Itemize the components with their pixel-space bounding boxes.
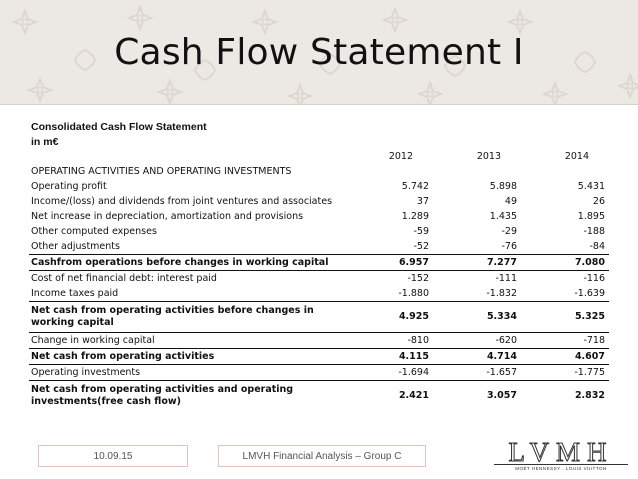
row-value	[351, 164, 433, 179]
row-label: Other adjustments	[31, 240, 120, 252]
row-value: 4.607	[521, 348, 609, 365]
table-row: Income taxes paid -1.880 -1.832 -1.639	[29, 286, 609, 302]
row-value: 1.895	[577, 210, 605, 222]
row-value: -84	[589, 240, 605, 252]
row-label: Income taxes paid	[31, 287, 119, 299]
row-value: -1.832	[486, 287, 517, 299]
total-row: Net cash from operating activities and o…	[29, 380, 609, 411]
footer-date: 10.09.15	[38, 445, 188, 467]
year-header: 2013	[476, 150, 501, 162]
row-value: 26	[592, 195, 605, 207]
table-row: OPERATING ACTIVITIES AND OPERATING INVES…	[29, 164, 609, 179]
cash-flow-table: 2012 2013 2014 OPERATING ACTIVITIES AND …	[29, 149, 609, 411]
row-value: -1.639	[574, 287, 605, 299]
row-value: -188	[583, 225, 605, 237]
row-value: -620	[495, 334, 517, 346]
header-band: Cash Flow Statement I	[0, 0, 638, 104]
statement-caption: Consolidated Cash Flow Statement	[31, 121, 207, 133]
row-value: -1.657	[433, 364, 521, 381]
year-header-row: 2012 2013 2014	[29, 149, 609, 164]
row-value: -59	[413, 225, 429, 237]
row-label: Net cash from operating activities	[29, 348, 351, 365]
table-row: Operating profit 5.742 5.898 5.431	[29, 179, 609, 194]
subtotal-row: Net cash from operating activities befor…	[29, 301, 609, 333]
row-value: 37	[416, 195, 429, 207]
row-value: 7.277	[433, 254, 521, 271]
subtotal-row: Cashfrom operations before changes in wo…	[29, 254, 609, 271]
row-value: 5.325	[521, 301, 609, 333]
row-label: Income/(loss) and dividends from joint v…	[31, 195, 333, 207]
row-label: Change in working capital	[31, 334, 155, 346]
subtotal-row: Net cash from operating activities 4.115…	[29, 348, 609, 365]
row-value: -1.775	[521, 364, 609, 381]
row-value: 49	[504, 195, 517, 207]
row-value: 5.898	[489, 180, 517, 192]
table-row: Other adjustments -52 -76 -84	[29, 239, 609, 255]
row-value: -1.880	[398, 287, 429, 299]
row-label: Cost of net financial debt: interest pai…	[29, 270, 351, 286]
page-title: Cash Flow Statement I	[114, 32, 524, 73]
row-label: OPERATING ACTIVITIES AND OPERATING INVES…	[31, 165, 292, 177]
row-label: Net increase in depreciation, amortizati…	[31, 210, 304, 222]
row-value: -718	[583, 334, 605, 346]
row-value: 4.714	[433, 348, 521, 365]
header-spacer	[29, 149, 351, 164]
table-row: Net increase in depreciation, amortizati…	[29, 209, 609, 224]
row-value: 5.742	[401, 180, 429, 192]
row-value: -111	[433, 270, 521, 286]
row-value: -76	[501, 240, 517, 252]
row-label: Other computed expenses	[31, 225, 157, 237]
table-row: Other computed expenses -59 -29 -188	[29, 224, 609, 239]
row-value: -29	[501, 225, 517, 237]
row-label: Net cash from operating activities befor…	[29, 301, 351, 333]
row-value: 2.832	[521, 380, 609, 411]
table-row: Change in working capital -810 -620 -718	[29, 333, 609, 349]
row-value: 5.431	[577, 180, 605, 192]
lvmh-logo-text: LVMH	[508, 437, 614, 468]
row-value: -1.694	[351, 364, 433, 381]
row-value: 6.957	[351, 254, 433, 271]
row-value: -52	[413, 240, 429, 252]
row-label: Net cash from operating activities and o…	[29, 380, 351, 411]
row-label: Operating profit	[31, 180, 107, 192]
title-divider	[0, 104, 638, 105]
year-header: 2014	[564, 150, 589, 162]
row-value: 4.115	[351, 348, 433, 365]
year-header: 2012	[388, 150, 413, 162]
row-value: 3.057	[433, 380, 521, 411]
row-value	[521, 164, 609, 179]
table-row: Operating investments -1.694 -1.657 -1.7…	[29, 364, 609, 381]
row-value: -810	[407, 334, 429, 346]
lvmh-logo-subtext: MOËT HENNESSY . LOUIS VUITTON	[494, 464, 628, 471]
lvmh-logo: LVMH MOËT HENNESSY . LOUIS VUITTON	[494, 437, 628, 471]
footer-subtitle: LMVH Financial Analysis – Group C	[218, 445, 426, 467]
row-value: 4.925	[351, 301, 433, 333]
row-value: 1.435	[489, 210, 517, 222]
row-label: Operating investments	[29, 364, 351, 381]
row-value: 2.421	[351, 380, 433, 411]
row-label: Cashfrom operations before changes in wo…	[29, 254, 351, 271]
row-value	[433, 164, 521, 179]
row-value: -116	[521, 270, 609, 286]
unit-caption: in m€	[31, 136, 59, 148]
table-row: Income/(loss) and dividends from joint v…	[29, 194, 609, 209]
row-value: 7.080	[521, 254, 609, 271]
row-value: -152	[351, 270, 433, 286]
row-value: 1.289	[401, 210, 429, 222]
table-row: Cost of net financial debt: interest pai…	[29, 270, 609, 286]
row-value: 5.334	[433, 301, 521, 333]
